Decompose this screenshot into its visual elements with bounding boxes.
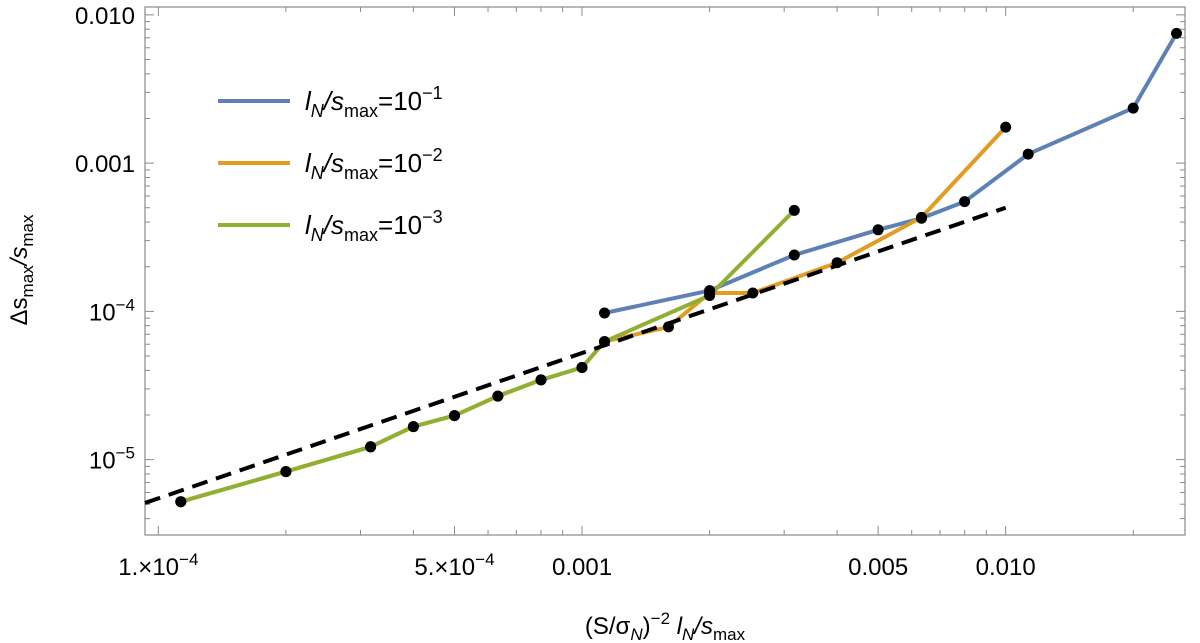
legend-exponent: −1 xyxy=(422,83,443,103)
data-point-series-2 xyxy=(747,287,759,299)
x-tick-label-base: 0.001 xyxy=(552,554,612,581)
reference-line-group xyxy=(144,205,1007,505)
x-axis-title: (S/σN)−2 lN/smax xyxy=(585,609,746,643)
data-point-series-2 xyxy=(916,211,927,223)
legend-exponent: −3 xyxy=(422,207,443,227)
data-point-series-1 xyxy=(1127,102,1139,114)
y-title-slash: /s xyxy=(6,247,33,268)
data-point-series-3 xyxy=(492,390,504,402)
legend-sub: N xyxy=(311,101,325,121)
data-point-series-3 xyxy=(704,290,716,301)
x-tick-label-base: 5.×10 xyxy=(414,554,475,581)
data-point-series-3 xyxy=(175,496,187,508)
dashed-reference-line xyxy=(144,205,1007,505)
legend-mid: /s xyxy=(322,148,344,178)
x-tick-label-base: 0.010 xyxy=(976,554,1036,581)
legend-exponent: −2 xyxy=(422,145,443,165)
data-points xyxy=(175,27,1182,508)
data-point-series-2 xyxy=(1000,121,1012,133)
legend-eq: =10 xyxy=(378,86,422,116)
x-title-var: l xyxy=(670,613,683,640)
x-title-sub3: max xyxy=(713,625,746,643)
legend-mid: /s xyxy=(322,210,344,240)
x-tick-label: 1.×10−4 xyxy=(118,550,198,581)
y-tick-label-base: 10 xyxy=(89,448,116,475)
legend-sub2: max xyxy=(344,163,378,183)
legend-eq: =10 xyxy=(378,148,422,178)
data-point-series-1 xyxy=(1022,148,1034,160)
plot-area xyxy=(144,6,1186,536)
legend-sub: N xyxy=(311,163,325,183)
x-tick-label: 0.010 xyxy=(976,554,1036,581)
y-tick-label: 10−4 xyxy=(89,295,135,326)
plot-frame xyxy=(144,6,1186,536)
legend-mid: /s xyxy=(322,86,344,116)
data-point-series-3 xyxy=(535,374,547,386)
y-tick-label: 10−5 xyxy=(89,444,135,475)
y-title-pre: Δs xyxy=(6,297,33,325)
x-tick-label: 5.×10−4 xyxy=(414,550,494,581)
legend-label-1: lN/smax=10−1 xyxy=(305,83,443,121)
x-tick-label: 0.001 xyxy=(552,554,612,581)
y-tick-label: 0.010 xyxy=(75,3,135,30)
legend-sub2: max xyxy=(344,225,378,245)
x-title-sub: N xyxy=(630,625,643,643)
data-point-series-2 xyxy=(831,257,843,269)
legend-sub: N xyxy=(311,225,325,245)
legend-var: l xyxy=(305,210,312,240)
legend-eq: =10 xyxy=(378,210,422,240)
x-title-sup: −2 xyxy=(651,609,670,628)
tick-labels: 1.×10−4 5.×10−4 0.001 0.005 0.01010−510−40.0… xyxy=(75,3,1036,581)
axis-ticks xyxy=(145,7,1185,535)
data-point-series-3 xyxy=(365,441,377,453)
data-point-series-1 xyxy=(959,196,971,208)
x-tick-label-exponent: −4 xyxy=(179,550,198,569)
data-point-series-3 xyxy=(407,421,419,433)
data-point-series-3 xyxy=(449,410,460,422)
legend-label-2: lN/smax=10−2 xyxy=(305,145,443,183)
x-tick-label-base: 1.×10 xyxy=(118,554,179,581)
x-tick-label-exponent: −4 xyxy=(475,550,494,569)
x-title-mid: ) xyxy=(643,613,651,640)
y-tick-label: 0.001 xyxy=(75,151,135,178)
x-title-sub2: N xyxy=(682,625,695,643)
y-tick-label-exponent: −4 xyxy=(116,295,135,314)
legend-label-3: lN/smax=10−3 xyxy=(305,207,443,245)
data-point-series-3 xyxy=(576,362,588,373)
data-point-series-2 xyxy=(663,321,674,333)
x-title-base: (S/σ xyxy=(585,613,631,640)
x-tick-label-base: 0.005 xyxy=(848,554,908,581)
legend: lN/smax=10−1lN/smax=10−2lN/smax=10−3 xyxy=(218,83,443,245)
data-point-series-3 xyxy=(599,336,610,348)
y-tick-label-base: 0.010 xyxy=(75,3,135,30)
y-title-sub2: max xyxy=(18,214,37,247)
y-tick-label-base: 0.001 xyxy=(75,151,135,178)
data-point-series-1 xyxy=(872,224,884,236)
legend-var: l xyxy=(305,86,312,116)
y-tick-label-base: 10 xyxy=(89,299,116,326)
legend-var: l xyxy=(305,148,312,178)
y-title-sub: max xyxy=(18,265,37,298)
data-point-series-3 xyxy=(280,466,292,478)
y-tick-label-exponent: −5 xyxy=(116,444,135,463)
data-point-series-1 xyxy=(1171,27,1182,39)
data-point-series-1 xyxy=(599,307,610,319)
x-title-slash: /s xyxy=(692,613,713,640)
x-tick-label: 0.005 xyxy=(848,554,908,581)
data-point-series-1 xyxy=(788,249,800,261)
legend-sub2: max xyxy=(344,101,378,121)
y-axis-title: Δsmax/smax xyxy=(6,214,37,325)
data-point-series-3 xyxy=(788,204,800,216)
